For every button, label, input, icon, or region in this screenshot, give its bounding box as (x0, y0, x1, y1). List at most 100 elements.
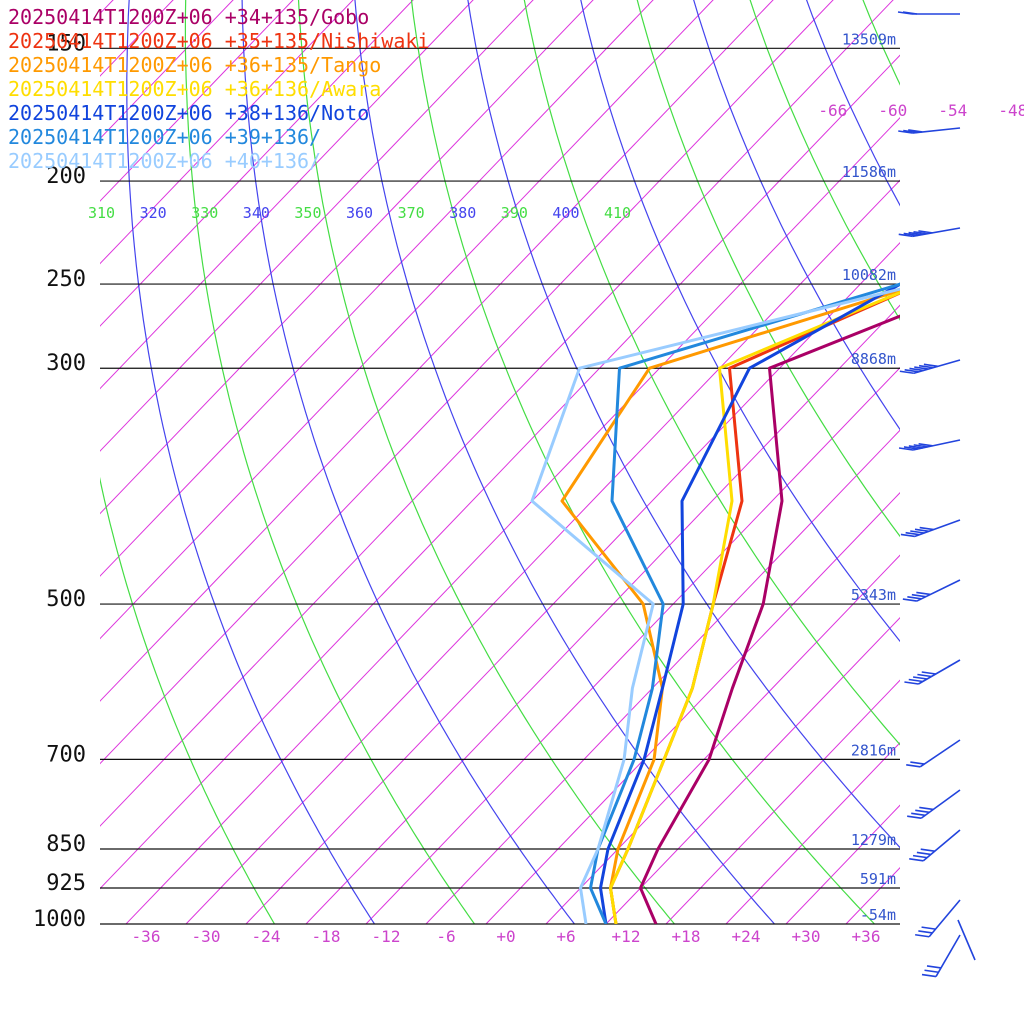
wind-barb-flag (924, 969, 939, 974)
legend-entry: 20250414T1200Z+06 +40+136/ (8, 149, 321, 173)
isotherm-line (100, 0, 594, 515)
pressure-tick-label: 300 (46, 351, 86, 376)
wind-barb-flag (903, 232, 918, 237)
temperature-tick-label: -36 (132, 927, 161, 946)
isotherm-line (185, 179, 900, 924)
wind-barb-flag (908, 129, 923, 133)
dry-adiabat-line (297, 0, 676, 924)
wind-barb (916, 579, 961, 602)
wind-barb-flag (904, 369, 919, 373)
height-label: 13509m (842, 30, 896, 48)
theta-label: 330 (191, 204, 218, 222)
wind-barb-flag (921, 671, 936, 675)
dry-adiabat-line (241, 0, 576, 924)
wind-barb-flag (917, 673, 932, 678)
theta-label: 340 (243, 204, 270, 222)
wind-barb-flag (906, 764, 921, 768)
wind-barb (918, 659, 961, 685)
wind-barb-flag (918, 443, 933, 447)
height-label: -54m (860, 906, 896, 924)
isotherm-line (100, 0, 714, 640)
pressure-tick-label: 500 (46, 587, 86, 612)
wind-barb-flag (909, 367, 924, 372)
wind-barb-flag (913, 444, 928, 448)
temperature-tick-label: -24 (252, 927, 281, 946)
legend-entry: 20250414T1200Z+06 +39+136/ (8, 125, 321, 149)
temperature-tick-label: +36 (852, 927, 881, 946)
temperature-tick-label: -18 (312, 927, 341, 946)
axis-labels: 1000925850700500300250200150100-54m591m1… (33, 30, 1024, 946)
isotherm-line (100, 0, 894, 827)
height-label: 10082m (842, 266, 896, 284)
dry-adiabat-line (184, 0, 476, 924)
dry-adiabat-line (410, 0, 876, 924)
wind-barb-flag (915, 809, 930, 814)
wind-barb-flag (913, 230, 928, 235)
wind-barb (914, 519, 961, 538)
height-label: 5343m (851, 586, 896, 604)
theta-label: 310 (88, 204, 115, 222)
dry-adiabat-line (749, 0, 900, 321)
theta-label: 400 (552, 204, 579, 222)
wind-barb-flag (904, 681, 919, 685)
pressure-tick-label: 1000 (33, 907, 86, 932)
isotherm-line (785, 804, 900, 924)
wind-barb (935, 934, 961, 977)
wind-barb-flag (919, 806, 934, 811)
theta-label: 320 (140, 204, 167, 222)
wind-barb (957, 919, 976, 961)
isotherm-line (100, 0, 474, 390)
legend-entry: 20250414T1200Z+06 +36+136/Awara (8, 77, 381, 101)
isotherm-lines (100, 0, 1024, 924)
isotherm-line (665, 679, 900, 924)
isotherm-line (605, 617, 900, 924)
wind-barb-flag (907, 596, 922, 600)
dry-adiabat-line (126, 0, 376, 924)
pressure-tick-label: 200 (46, 164, 86, 189)
pressure-tick-label: 150 (46, 31, 86, 56)
wind-barb (928, 899, 961, 938)
wind-barb-flag (898, 447, 914, 451)
wind-barb-flag (908, 445, 923, 449)
wind-barbs (897, 11, 976, 978)
wind-barb-flag (902, 598, 917, 602)
series-line (589, 282, 900, 924)
isotherm-line (100, 0, 234, 140)
isotherm-line (125, 117, 900, 924)
isotherm-line (906, 0, 1024, 924)
isotherm-line (100, 0, 294, 202)
height-label: 1279m (851, 831, 896, 849)
isotherm-line (425, 429, 900, 924)
wind-barb-flag (920, 848, 935, 853)
wind-barb-flag (905, 531, 920, 536)
legend: 20250414T1200Z+06 +34+135/Gobo20250414T1… (8, 5, 429, 173)
temperature-tick-label: -6 (436, 927, 455, 946)
wind-barb-flag (907, 815, 922, 820)
isotherm-line (100, 0, 354, 265)
temperature-tick-label: +18 (672, 927, 701, 946)
theta-label: 380 (449, 204, 476, 222)
isotherm-line (245, 242, 900, 924)
pressure-tick-label: 700 (46, 742, 86, 767)
isobar-lines (100, 47, 900, 925)
temperature-tick-label: -12 (372, 927, 401, 946)
wind-barb-flag (923, 363, 939, 368)
series-line (609, 290, 900, 924)
height-label: 591m (860, 870, 896, 888)
dry-adiabat-line (901, 0, 1024, 947)
wind-barb-flag (910, 761, 925, 765)
series-line (599, 282, 900, 924)
wind-barb-flag (912, 854, 928, 859)
series-line (530, 287, 900, 924)
dry-adiabat-line (580, 0, 900, 643)
isotherm-line (100, 0, 774, 702)
dry-adiabat-line (523, 0, 900, 746)
wind-barb-flag (899, 370, 914, 375)
temperature-tick-label: -30 (192, 927, 221, 946)
wind-barb-flag (919, 526, 934, 531)
dry-adiabat-line (100, 476, 276, 924)
wind-barb-flag (921, 926, 936, 930)
dry-adiabat-line (467, 0, 900, 849)
wind-barb-flag (912, 676, 928, 680)
temperature-tick-label: +12 (612, 927, 641, 946)
